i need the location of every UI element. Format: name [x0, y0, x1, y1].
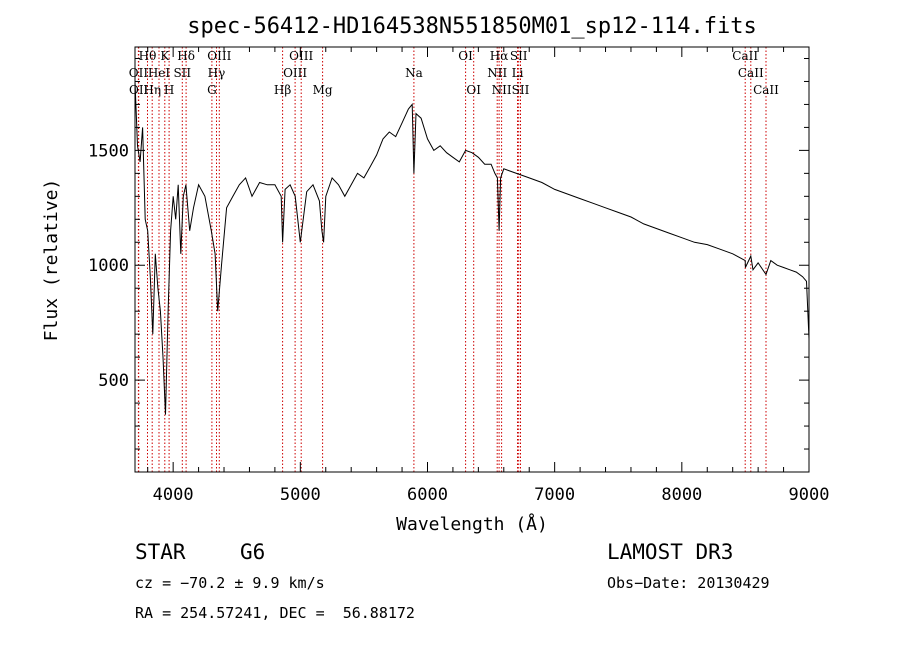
redshift-cz: cz = −70.2 ± 9.9 km/s [135, 574, 325, 592]
line-label: HeI [148, 66, 171, 80]
line-label: NII [487, 66, 507, 80]
line-label: Hη [143, 83, 161, 97]
line-label: Hγ [208, 66, 226, 80]
x-tick-label: 9000 [789, 485, 830, 505]
coordinates: RA = 254.57241, DEC = 56.88172 [135, 604, 415, 622]
line-label: OII [129, 66, 149, 80]
line-label: SII [510, 49, 528, 63]
x-tick-label: 8000 [661, 485, 702, 505]
line-label: Hδ [177, 49, 195, 63]
x-tick-label: 5000 [280, 485, 321, 505]
line-label: OI [458, 49, 473, 63]
y-tick-label: 1500 [88, 141, 129, 161]
line-label: Hα [490, 49, 509, 63]
line-label: OI [466, 83, 481, 97]
line-label: K [160, 49, 170, 63]
line-label: H [164, 83, 174, 97]
x-tick-label: 4000 [153, 485, 194, 505]
line-label: OIII [283, 66, 307, 80]
line-label: Na [405, 66, 423, 80]
spectral-line-labels: Hθ OII OII K HeI Hη Hδ SII H OIII Hγ G OIII OIII Hβ Mg N… [129, 49, 779, 97]
line-label: CaII [738, 66, 764, 80]
line-label: SII [512, 83, 530, 97]
line-label: Mg [313, 83, 333, 97]
line-label: OIII [289, 49, 313, 63]
x-tick-label: 7000 [534, 485, 575, 505]
line-label: Li [512, 66, 524, 80]
survey-name: LAMOST DR3 [607, 540, 734, 564]
line-label: SII [173, 66, 191, 80]
x-axis-label: Wavelength (Å) [396, 513, 548, 535]
line-label: OII [129, 83, 149, 97]
line-label: OIII [207, 49, 231, 63]
line-label: NII [492, 83, 512, 97]
observation-date: Obs−Date: 20130429 [607, 574, 770, 592]
axis-ticks: 4000 5000 6000 7000 8000 9000 500 1000 1500 [88, 47, 829, 505]
object-class: STAR [135, 540, 186, 564]
line-label: CaII [732, 49, 758, 63]
line-label: G [207, 83, 217, 97]
line-label: CaII [753, 83, 779, 97]
line-label: Hθ [139, 49, 157, 63]
y-tick-label: 1000 [88, 256, 129, 276]
plot-frame [134, 46, 810, 473]
line-label: Hβ [274, 83, 291, 97]
object-subclass: G6 [240, 540, 266, 564]
spectrum-line [134, 81, 810, 415]
x-tick-label: 6000 [407, 485, 448, 505]
y-axis-label: Flux (relative) [41, 179, 62, 342]
chart-title: spec-56412-HD164538N551850M01_sp12-114.f… [187, 14, 757, 39]
spectral-line-markers [137, 47, 767, 472]
y-tick-label: 500 [98, 371, 129, 391]
